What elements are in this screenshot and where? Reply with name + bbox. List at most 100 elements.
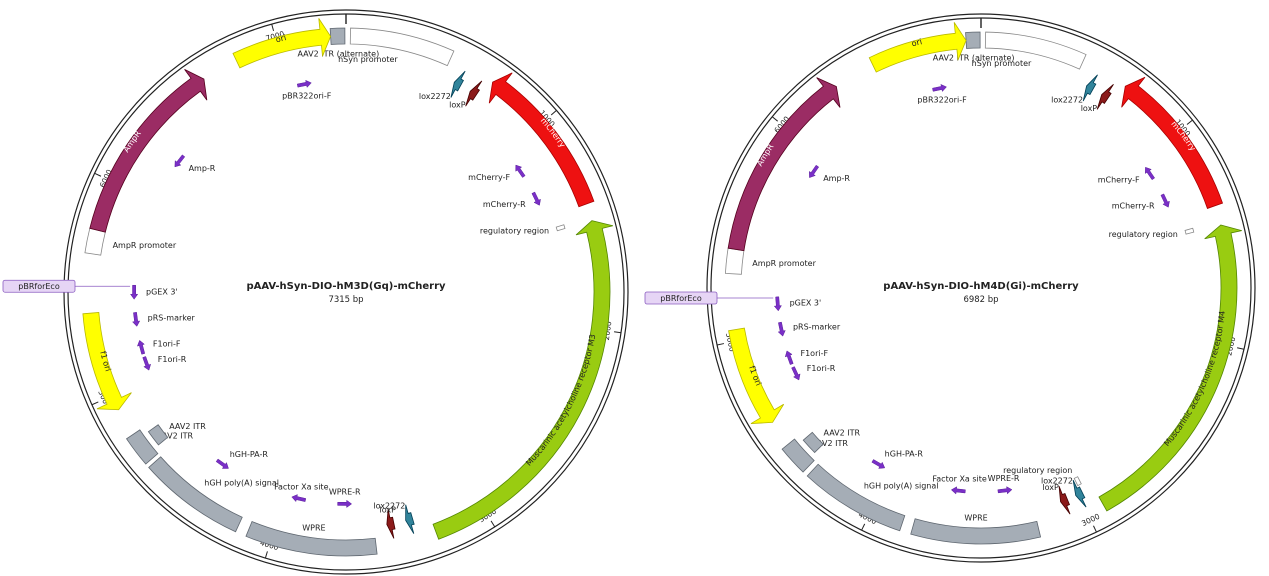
feature-label: lox2272 <box>419 92 451 101</box>
feature-muscarinic-acetylcholine-receptor-m3[interactable] <box>432 220 613 540</box>
feature-aav2-itr-alternate[interactable] <box>965 31 981 49</box>
feature-ampr[interactable] <box>89 69 208 233</box>
feature-lox2272[interactable] <box>450 70 466 98</box>
feature-f1-ori[interactable] <box>82 312 132 411</box>
tick-mark <box>91 401 99 406</box>
primer-hgh-pa-r-icon[interactable] <box>215 458 229 469</box>
backbone-ring-outer <box>706 13 1256 563</box>
primer-pbr322ori-f-icon[interactable] <box>296 79 312 88</box>
feature-hgh-poly-a-signal[interactable] <box>148 456 243 533</box>
tick-mark <box>271 23 275 31</box>
primer-label: WPRE-R <box>988 474 1020 483</box>
primer-mcherry-f-icon[interactable] <box>1145 166 1156 181</box>
tick-mark <box>614 331 622 334</box>
feature-regulatory-region[interactable] <box>1184 227 1195 235</box>
tick-mark <box>716 343 725 346</box>
primer-hgh-pa-r-icon[interactable] <box>871 459 886 469</box>
primer-factor-xa-site-icon[interactable] <box>291 494 307 503</box>
tick-mark <box>861 523 866 531</box>
primer-pbr322ori-f-icon[interactable] <box>932 84 947 93</box>
feature-loxp[interactable] <box>465 80 483 107</box>
feature-label: WPRE <box>964 513 987 522</box>
feature-label: AAV2 ITR (alternate) <box>933 54 1015 63</box>
feature-mcherry[interactable] <box>488 72 595 208</box>
feature-hsyn-promoter[interactable] <box>349 27 455 67</box>
primer-label: Factor Xa site <box>274 482 328 491</box>
feature-aav2-itr-alternate[interactable] <box>329 27 346 45</box>
feature-label: hSyn promoter <box>972 59 1032 68</box>
primer-label: WPRE-R <box>329 487 361 496</box>
feature-label: loxP <box>379 506 396 515</box>
feature-aav2-itr[interactable] <box>802 431 824 454</box>
primer-mcherry-r-icon[interactable] <box>1160 193 1170 208</box>
feature-lox2272[interactable] <box>405 504 415 534</box>
primer-label: Amp-R <box>823 174 850 183</box>
tick-mark <box>771 116 778 122</box>
feature-hgh-poly-a-signal[interactable] <box>806 463 906 532</box>
primer-label: pGEX 3' <box>790 298 822 307</box>
feature-hsyn-promoter[interactable] <box>984 31 1087 70</box>
primer-label: Amp-R <box>189 164 216 173</box>
primer-factor-xa-site-icon[interactable] <box>950 486 966 495</box>
feature-label: AAV2 ITR <box>811 439 848 448</box>
primer-f1ori-r-icon[interactable] <box>791 366 801 381</box>
feature-lox2272[interactable] <box>1072 479 1087 508</box>
feature-label: AmpR promoter <box>752 259 816 268</box>
feature-ori[interactable] <box>232 18 332 69</box>
feature-label: loxP <box>1081 104 1098 113</box>
feature-label: AAV2 ITR <box>169 422 206 431</box>
feature-ampr[interactable] <box>727 77 841 252</box>
primer-mcherry-f-icon[interactable] <box>515 164 526 178</box>
feature-wpre[interactable] <box>245 520 378 557</box>
feature-ori[interactable] <box>868 22 967 73</box>
feature-label: hGH poly(A) signal <box>204 479 279 488</box>
feature-lox2272[interactable] <box>1082 74 1098 102</box>
primer-label: hGH-PA-R <box>885 450 924 459</box>
map-title: pAAV-hSyn-DIO-hM3D(Gq)-mCherry <box>246 281 446 292</box>
primer-mcherry-r-icon[interactable] <box>531 191 541 206</box>
map-size: 6982 bp <box>963 295 998 305</box>
feature-aav2-itr[interactable] <box>781 438 815 473</box>
tick-mark <box>1093 525 1097 533</box>
plasmid-map-hm3d: pAAV-hSyn-DIO-hM3D(Gq)-mCherry 7315 bp 1… <box>2 9 629 575</box>
tick-label: 2000 <box>602 320 614 340</box>
primer-wpre-r-icon[interactable] <box>997 486 1013 495</box>
feature-loxp[interactable] <box>1058 486 1071 515</box>
primer-pgex-3-icon[interactable] <box>773 296 782 312</box>
primer-prs-marker-icon[interactable] <box>132 312 141 327</box>
feature-f1-ori[interactable] <box>728 327 785 424</box>
primer-amp-r-icon[interactable] <box>809 164 820 178</box>
feature-label: AmpR promoter <box>113 241 177 250</box>
primer-pgex-3-icon[interactable] <box>130 284 139 300</box>
feature-label: lox2272 <box>373 501 405 510</box>
callout-label: pBRforEco <box>18 282 60 291</box>
callout-box[interactable] <box>2 279 76 293</box>
feature-label: AAV2 ITR <box>824 428 861 437</box>
primer-prs-marker-icon[interactable] <box>777 321 786 337</box>
tick-mark <box>490 520 496 528</box>
feature-label: lox2272 <box>1051 95 1083 104</box>
primer-f1ori-f-icon[interactable] <box>784 350 794 365</box>
tick-mark <box>1237 347 1245 350</box>
feature-label: AAV2 ITR (alternate) <box>297 50 379 59</box>
primer-f1ori-r-icon[interactable] <box>142 356 152 371</box>
callout-box[interactable] <box>644 291 718 305</box>
tick-mark <box>550 110 557 116</box>
feature-regulatory-region[interactable] <box>1073 476 1082 487</box>
primer-wpre-r-icon[interactable] <box>337 499 353 508</box>
primer-label: mCherry-F <box>468 173 510 182</box>
feature-ampr-promoter[interactable] <box>84 227 106 256</box>
feature-loxp[interactable] <box>1096 84 1114 110</box>
primer-f1ori-f-icon[interactable] <box>137 339 146 355</box>
primer-amp-r-icon[interactable] <box>174 154 186 168</box>
map-title: pAAV-hSyn-DIO-hM4D(Gi)-mCherry <box>883 281 1079 292</box>
feature-wpre[interactable] <box>910 518 1042 545</box>
feature-loxp[interactable] <box>386 508 396 539</box>
feature-mcherry[interactable] <box>1121 76 1224 209</box>
feature-ampr-promoter[interactable] <box>724 247 745 275</box>
feature-regulatory-region[interactable] <box>555 224 566 232</box>
feature-aav2-itr[interactable] <box>147 424 169 446</box>
feature-muscarinic-acetylcholine-receptor-m4[interactable] <box>1098 224 1242 512</box>
feature-aav2-itr[interactable] <box>125 429 159 465</box>
